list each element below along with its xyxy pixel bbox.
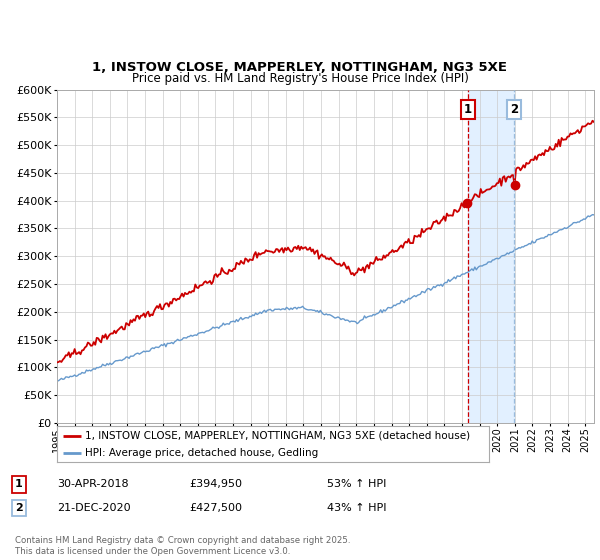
Text: 1: 1 [15, 479, 23, 489]
Text: 1, INSTOW CLOSE, MAPPERLEY, NOTTINGHAM, NG3 5XE (detached house): 1, INSTOW CLOSE, MAPPERLEY, NOTTINGHAM, … [85, 431, 470, 441]
Text: £394,950: £394,950 [189, 479, 242, 489]
Text: 43% ↑ HPI: 43% ↑ HPI [327, 503, 386, 513]
Text: 1, INSTOW CLOSE, MAPPERLEY, NOTTINGHAM, NG3 5XE: 1, INSTOW CLOSE, MAPPERLEY, NOTTINGHAM, … [92, 61, 508, 74]
Text: 21-DEC-2020: 21-DEC-2020 [57, 503, 131, 513]
Bar [468, 90, 514, 423]
Text: 30-APR-2018: 30-APR-2018 [57, 479, 128, 489]
Text: 2: 2 [15, 503, 23, 513]
Text: 1: 1 [464, 103, 472, 116]
Text: 2: 2 [510, 103, 518, 116]
Text: Price paid vs. HM Land Registry's House Price Index (HPI): Price paid vs. HM Land Registry's House … [131, 72, 469, 85]
Text: £427,500: £427,500 [189, 503, 242, 513]
Text: Contains HM Land Registry data © Crown copyright and database right 2025.
This d: Contains HM Land Registry data © Crown c… [15, 536, 350, 556]
Text: HPI: Average price, detached house, Gedling: HPI: Average price, detached house, Gedl… [85, 448, 319, 458]
Text: 53% ↑ HPI: 53% ↑ HPI [327, 479, 386, 489]
